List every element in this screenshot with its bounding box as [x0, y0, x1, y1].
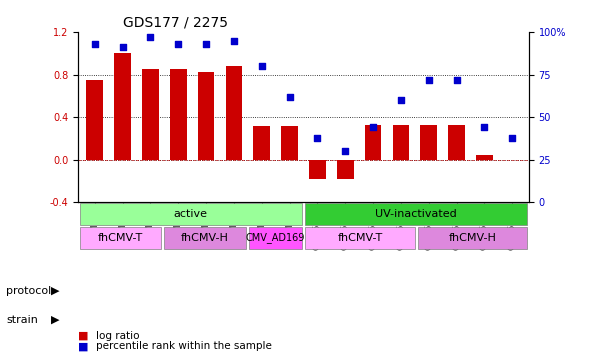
Point	[452, 77, 462, 82]
Point	[174, 41, 183, 47]
Text: protocol: protocol	[6, 286, 51, 296]
Point	[285, 94, 294, 100]
Bar	[254, 126, 270, 160]
Text: active: active	[174, 209, 208, 219]
FancyBboxPatch shape	[79, 227, 161, 249]
Text: UV-inactivated: UV-inactivated	[375, 209, 457, 219]
Bar	[114, 54, 131, 160]
Bar	[87, 80, 103, 160]
Bar	[170, 69, 187, 160]
Bar	[337, 160, 353, 179]
Text: fhCMV-T: fhCMV-T	[337, 233, 382, 243]
Point	[118, 45, 127, 50]
Text: percentile rank within the sample: percentile rank within the sample	[96, 341, 272, 351]
FancyBboxPatch shape	[305, 227, 415, 249]
Point	[229, 38, 239, 44]
Text: ▶: ▶	[51, 315, 59, 325]
Point	[480, 125, 489, 130]
Bar	[142, 69, 159, 160]
Text: fhCMV-H: fhCMV-H	[448, 233, 496, 243]
Text: ■: ■	[78, 341, 88, 351]
Text: ▶: ▶	[51, 286, 59, 296]
Point	[257, 63, 267, 69]
Bar	[365, 125, 382, 160]
Bar	[420, 125, 437, 160]
Text: fhCMV-T: fhCMV-T	[98, 233, 143, 243]
Bar	[281, 126, 298, 160]
FancyBboxPatch shape	[164, 227, 246, 249]
Bar	[448, 125, 465, 160]
FancyBboxPatch shape	[249, 227, 302, 249]
Bar	[476, 155, 493, 160]
FancyBboxPatch shape	[79, 203, 302, 225]
Text: GDS177 / 2275: GDS177 / 2275	[123, 16, 228, 30]
Text: fhCMV-H: fhCMV-H	[181, 233, 229, 243]
Point	[201, 41, 211, 47]
Point	[145, 34, 155, 40]
Point	[90, 41, 100, 47]
Text: log ratio: log ratio	[96, 331, 139, 341]
Text: CMV_AD169: CMV_AD169	[246, 232, 305, 243]
Bar	[392, 125, 409, 160]
Point	[507, 135, 517, 140]
Point	[396, 97, 406, 103]
Text: ■: ■	[78, 331, 88, 341]
Bar	[225, 66, 242, 160]
Point	[424, 77, 433, 82]
FancyBboxPatch shape	[305, 203, 528, 225]
Point	[368, 125, 378, 130]
Bar	[309, 160, 326, 179]
Text: strain: strain	[6, 315, 38, 325]
FancyBboxPatch shape	[418, 227, 528, 249]
Bar	[198, 72, 215, 160]
Point	[313, 135, 322, 140]
Point	[340, 148, 350, 154]
